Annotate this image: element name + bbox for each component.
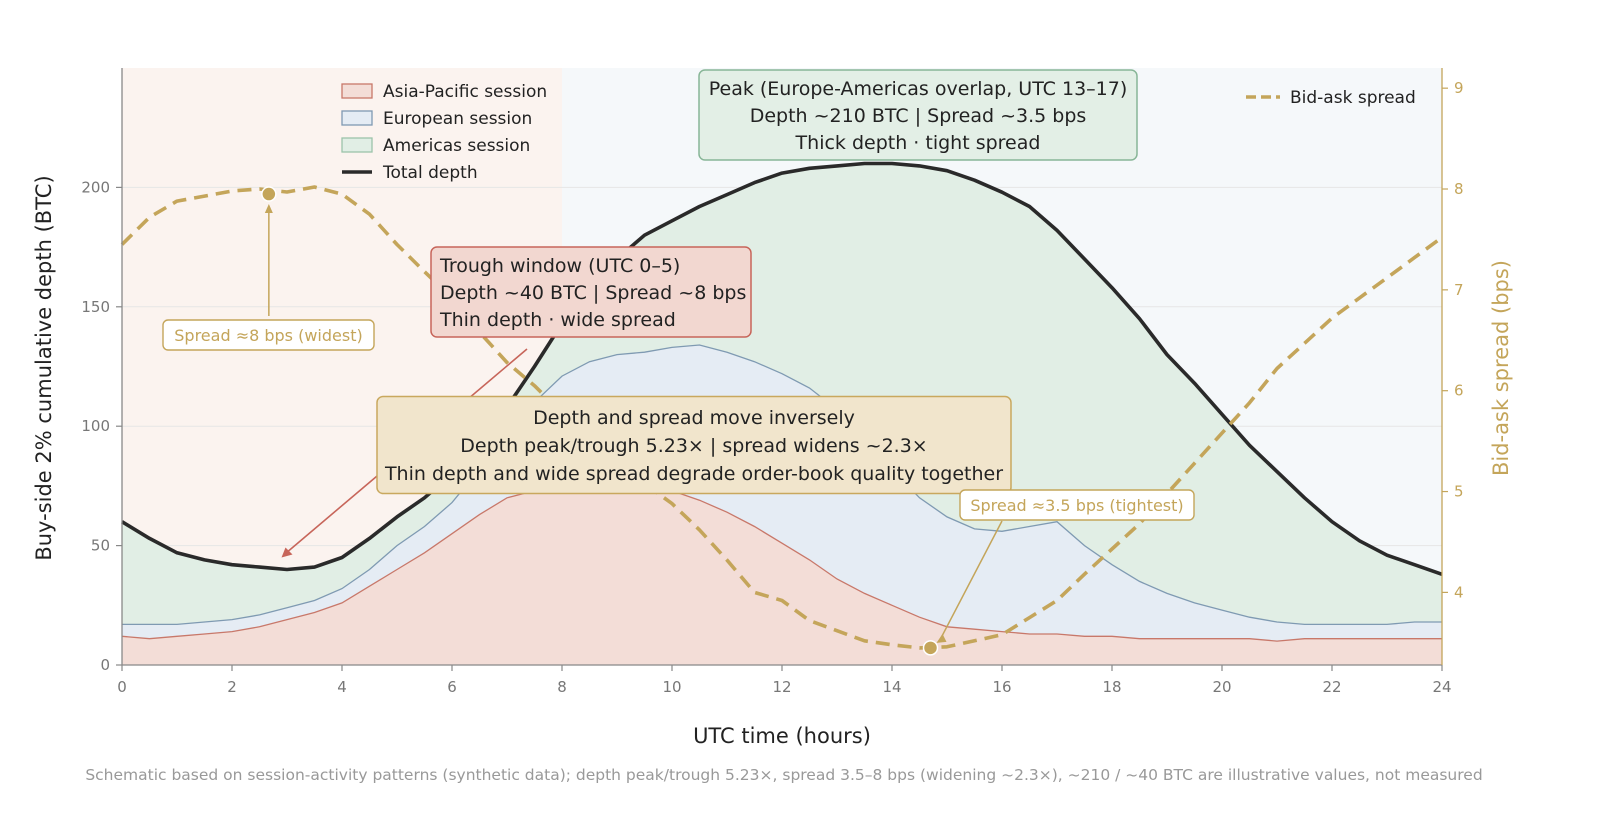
y2-tick-label-4: 4: [1454, 583, 1464, 601]
widest-arrow-head: [264, 204, 273, 214]
y-tick-label-0: 0: [100, 656, 110, 674]
tightest-spread-label: Spread ≈3.5 bps (tightest): [970, 496, 1183, 515]
x-tick-label-18: 18: [1102, 678, 1121, 696]
y2-tick-label-6: 6: [1454, 382, 1464, 400]
x-tick-label-24: 24: [1432, 678, 1451, 696]
edge-asia-pacific-session: [121, 482, 1442, 642]
y2-tick-label-8: 8: [1454, 180, 1464, 198]
x-tick-label-12: 12: [772, 678, 791, 696]
y-tick-label-50: 50: [91, 537, 110, 555]
area-asia-pacific-session: [122, 483, 1442, 665]
widest-label-frame: [162, 319, 375, 351]
tightest-spread-marker: [922, 640, 939, 656]
tightest-label-frame: [959, 489, 1195, 521]
annotations: Peak (Europe-Americas overlap, UTC 13–17…: [162, 69, 1195, 656]
trough-annotation-line-1: Trough window (UTC 0–5): [439, 255, 680, 277]
y-tick-label-100: 100: [81, 417, 110, 435]
x-axis-title: UTC time (hours): [693, 724, 871, 748]
y2-tick-label-5: 5: [1454, 483, 1464, 501]
legend-asia-pacific-session-swatch: [341, 83, 373, 99]
bid-ask-spread-line: [120, 185, 1444, 650]
tightest-arrow-head: [936, 633, 947, 643]
x-tick-label-14: 14: [882, 678, 901, 696]
x-tick-label-6: 6: [447, 678, 457, 696]
inverse-relationship-annotation-line-1: Depth and spread move inversely: [533, 407, 855, 429]
legend-bid-ask-spread-label: Bid-ask spread: [1290, 88, 1416, 108]
peak-annotation-frame: [698, 69, 1138, 161]
legend: Asia-Pacific session European session Amer…: [341, 82, 1416, 183]
trough-annotation: Trough window (UTC 0–5) Depth ~40 BTC | S…: [430, 246, 752, 338]
peak-annotation-line-1: Peak (Europe-Americas overlap, UTC 13–17…: [709, 78, 1128, 100]
tightest-arrow-line: [938, 520, 1003, 642]
legend-total-depth-label: Total depth: [382, 163, 478, 183]
legend-asia-pacific-session-label: Asia-Pacific session: [383, 82, 547, 102]
legend-americas-session-swatch: [341, 137, 373, 153]
footnote: Schematic based on session-activity patt…: [85, 766, 1482, 784]
x-tick-label-16: 16: [992, 678, 1011, 696]
x-tick-label-10: 10: [662, 678, 681, 696]
trough-annotation-line-3: Thin depth · wide spread: [439, 309, 676, 331]
legend-european-session-swatch: [341, 110, 373, 126]
total-depth-line: [121, 161, 1443, 576]
widest-spread-label: Spread ≈8 bps (widest): [174, 326, 362, 345]
widest-spread-marker: [261, 186, 277, 202]
x-tick-label-0: 0: [117, 678, 127, 696]
series-lines: [120, 161, 1444, 650]
trough-arrow-head: [281, 547, 293, 558]
peak-annotation-line-3: Thick depth · tight spread: [795, 132, 1041, 154]
peak-annotation-line-2: Depth ~210 BTC | Spread ~3.5 bps: [750, 105, 1087, 127]
legend-european-session-label: European session: [383, 109, 532, 129]
trough-annotation-frame: [430, 246, 752, 338]
y2-tick-label-9: 9: [1454, 79, 1464, 97]
trough-annotation-line-2: Depth ~40 BTC | Spread ~8 bps: [440, 282, 746, 304]
y2-axis-title: Bid-ask spread (bps): [1489, 260, 1513, 476]
x-tick-label-2: 2: [227, 678, 237, 696]
x-tick-label-22: 22: [1322, 678, 1341, 696]
inverse-relationship-annotation: Depth and spread move inversely Depth pea…: [376, 395, 1012, 495]
y-axis-title: Buy-side 2% cumulative depth (BTC): [32, 175, 56, 560]
y2-tick-label-7: 7: [1454, 281, 1464, 299]
x-tick-label-4: 4: [337, 678, 347, 696]
inverse-relationship-annotation-line-2: Depth peak/trough 5.23× | spread widens …: [460, 435, 927, 457]
x-tick-label-8: 8: [557, 678, 567, 696]
y-tick-label-150: 150: [81, 298, 110, 316]
edge-european-session: [122, 344, 1442, 626]
y-tick-label-200: 200: [81, 178, 110, 196]
legend-americas-session-label: Americas session: [383, 136, 530, 156]
inverse-relationship-annotation-frame: [376, 395, 1012, 495]
inverse-relationship-annotation-line-3: Thin depth and wide spread degrade order…: [384, 463, 1003, 485]
peak-annotation: Peak (Europe-Americas overlap, UTC 13–17…: [698, 69, 1138, 161]
x-tick-label-20: 20: [1212, 678, 1231, 696]
